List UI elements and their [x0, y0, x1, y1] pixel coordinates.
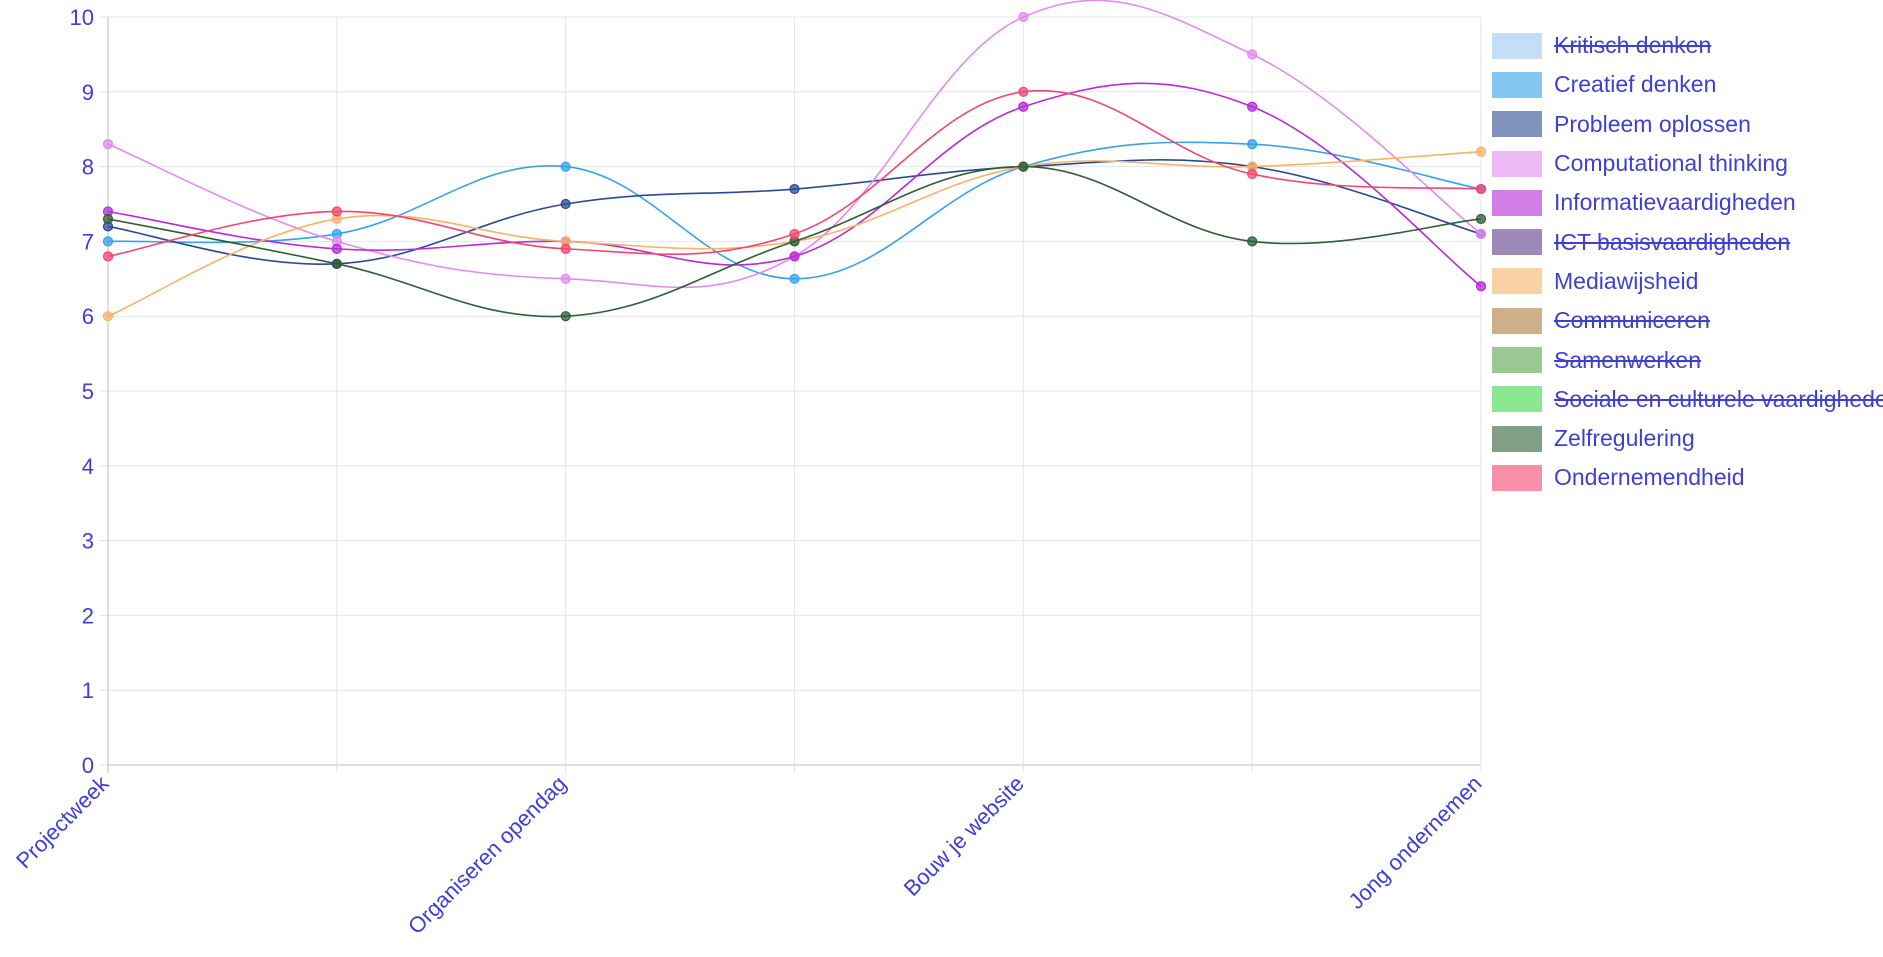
legend-label: Computational thinking [1554, 150, 1788, 177]
legend-swatch [1492, 189, 1542, 216]
legend-label: Informatievaardigheden [1554, 189, 1796, 216]
y-tick-label: 2 [82, 603, 94, 628]
data-point[interactable] [1018, 161, 1029, 172]
legend-item-kritisch-denken[interactable]: Kritisch denken [1492, 26, 1883, 65]
legend-item-ict-basisvaardigheden[interactable]: ICT basisvaardigheden [1492, 222, 1883, 261]
legend-label: Ondernemendheid [1554, 464, 1745, 491]
series-computational-thinking [102, 0, 1487, 289]
y-tick-label: 3 [82, 529, 94, 554]
legend-item-ondernemendheid[interactable]: Ondernemendheid [1492, 458, 1883, 497]
legend-label: Creatief denken [1554, 71, 1717, 98]
y-axis-ticks: 0 1 2 3 4 5 6 7 8 9 10 [70, 5, 94, 778]
y-tick-label: 10 [70, 5, 94, 30]
data-point[interactable] [102, 236, 114, 247]
legend-swatch [1492, 71, 1542, 98]
x-tick-label: Projectweek [11, 770, 114, 873]
data-point[interactable] [1018, 11, 1029, 23]
data-point[interactable] [331, 206, 342, 217]
data-point[interactable] [1475, 281, 1487, 292]
data-point[interactable] [1018, 86, 1029, 97]
x-tick-label: Jong ondernemen [1343, 771, 1486, 914]
data-point[interactable] [560, 311, 571, 322]
legend-item-computational-thinking[interactable]: Computational thinking [1492, 144, 1883, 183]
legend-item-samenwerken[interactable]: Samenwerken [1492, 340, 1883, 379]
data-point[interactable] [1247, 101, 1258, 112]
legend-swatch [1492, 111, 1542, 138]
legend-swatch [1492, 347, 1542, 374]
legend-swatch [1492, 307, 1542, 334]
legend-label: Samenwerken [1554, 346, 1702, 373]
y-tick-label: 9 [82, 80, 94, 105]
series-lines [102, 0, 1487, 322]
legend-item-informatievaardigheden[interactable]: Informatievaardigheden [1492, 183, 1883, 222]
legend-label: Mediawijsheid [1554, 267, 1699, 294]
data-point[interactable] [1247, 168, 1258, 180]
data-point[interactable] [1018, 101, 1029, 112]
data-point[interactable] [102, 139, 114, 150]
legend: Kritisch denken Creatief denken Probleem o… [1492, 26, 1883, 498]
legend-item-creatief-denken[interactable]: Creatief denken [1492, 65, 1883, 104]
legend-swatch [1492, 32, 1542, 59]
legend-label: Zelfregulering [1554, 425, 1695, 452]
data-point[interactable] [1247, 236, 1258, 247]
data-point[interactable] [560, 198, 571, 210]
data-point[interactable] [1247, 49, 1258, 60]
legend-swatch [1492, 464, 1542, 491]
legend-item-mediawijsheid[interactable]: Mediawijsheid [1492, 262, 1883, 301]
data-point[interactable] [789, 228, 800, 240]
data-point[interactable] [1247, 139, 1258, 150]
legend-swatch [1492, 425, 1542, 452]
data-point[interactable] [789, 273, 800, 284]
grid [100, 16, 1482, 773]
legend-item-sociale-en-culturele-vaardigheden[interactable]: Sociale en culturele vaardigheden [1492, 380, 1883, 419]
data-point[interactable] [789, 251, 800, 262]
legend-label: Sociale en culturele vaardigheden [1554, 385, 1883, 412]
legend-item-zelfregulering[interactable]: Zelfregulering [1492, 419, 1883, 458]
legend-swatch [1492, 229, 1542, 256]
legend-label: Probleem oplossen [1554, 110, 1751, 137]
y-tick-label: 7 [82, 229, 94, 254]
legend-swatch [1492, 150, 1542, 177]
data-point[interactable] [102, 311, 114, 322]
y-tick-label: 5 [82, 379, 94, 404]
data-point[interactable] [102, 213, 114, 225]
data-point[interactable] [102, 251, 114, 262]
legend-item-probleem-oplossen[interactable]: Probleem oplossen [1492, 105, 1883, 144]
data-point[interactable] [331, 243, 342, 254]
data-point[interactable] [560, 161, 571, 172]
data-point[interactable] [1475, 213, 1487, 225]
data-point[interactable] [789, 183, 800, 195]
y-tick-label: 6 [82, 304, 94, 329]
y-tick-label: 4 [82, 454, 94, 479]
legend-item-communiceren[interactable]: Communiceren [1492, 301, 1883, 340]
legend-label: ICT basisvaardigheden [1554, 228, 1791, 255]
y-tick-label: 8 [82, 155, 94, 180]
legend-swatch [1492, 386, 1542, 413]
data-point[interactable] [560, 273, 571, 284]
data-point[interactable] [1475, 228, 1487, 240]
series-zelfregulering [102, 161, 1487, 322]
x-axis-ticks: Projectweek Organiseren opendag Bouw je we… [11, 770, 1486, 939]
y-tick-label: 1 [82, 678, 94, 703]
series-ondernemendheid [102, 86, 1487, 262]
x-tick-label: Organiseren opendag [403, 771, 571, 939]
series-informatievaardigheden [102, 82, 1487, 292]
data-point[interactable] [1475, 183, 1487, 195]
data-point[interactable] [331, 258, 342, 269]
y-tick-label: 0 [82, 753, 94, 778]
legend-swatch [1492, 268, 1542, 295]
data-point[interactable] [560, 243, 571, 254]
legend-label: Kritisch denken [1554, 32, 1712, 59]
legend-label: Communiceren [1554, 307, 1710, 334]
x-tick-label: Bouw je website [899, 771, 1029, 901]
data-point[interactable] [1475, 146, 1487, 157]
